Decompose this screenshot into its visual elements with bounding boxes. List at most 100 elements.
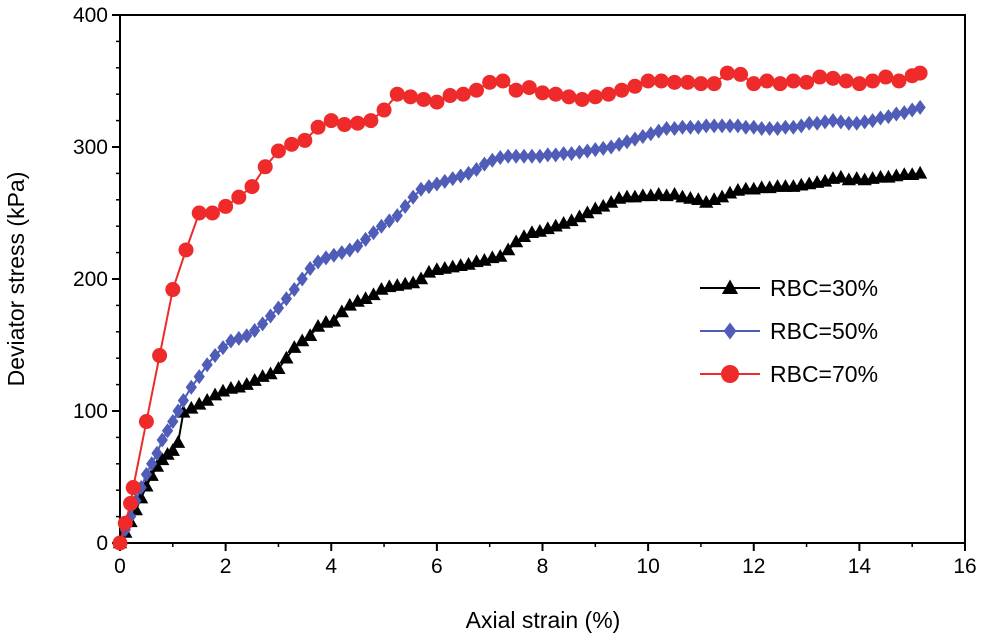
data-point (151, 445, 163, 461)
data-point (376, 102, 392, 118)
data-point (310, 119, 326, 135)
data-point (249, 322, 261, 338)
data-point (851, 76, 867, 92)
data-point (468, 82, 484, 98)
data-point (375, 218, 388, 234)
data-point (167, 414, 179, 430)
data-point (201, 357, 213, 373)
data-point (297, 132, 313, 148)
legend-marker (721, 365, 739, 383)
data-point (270, 143, 286, 159)
data-point (693, 76, 709, 92)
data-point (605, 139, 617, 155)
data-point (303, 328, 318, 342)
data-point (455, 86, 471, 102)
data-point (772, 76, 788, 92)
data-point (391, 208, 403, 224)
data-point (912, 165, 928, 179)
x-tick-label: 2 (220, 555, 232, 578)
data-point (640, 73, 656, 89)
x-tick-label: 6 (431, 555, 443, 578)
data-point (878, 69, 894, 85)
data-point (613, 136, 625, 152)
data-point (700, 118, 712, 134)
data-point (486, 152, 498, 168)
y-tick-label: 0 (96, 532, 108, 555)
data-point (746, 76, 762, 92)
data-point (561, 89, 577, 105)
series-layer (112, 65, 928, 551)
data-point (264, 308, 277, 324)
data-point (280, 291, 292, 307)
data-point (184, 400, 199, 414)
data-point (859, 114, 871, 130)
x-tick-label: 4 (325, 555, 337, 578)
data-point (684, 119, 696, 135)
data-point (431, 176, 443, 192)
data-point (296, 271, 308, 287)
data-point (447, 171, 459, 187)
data-point (247, 373, 262, 386)
data-point (207, 387, 223, 401)
data-point (295, 333, 310, 347)
data-point (692, 119, 704, 135)
data-point (218, 198, 234, 214)
data-point (565, 146, 578, 162)
data-point (914, 99, 926, 115)
data-point (165, 282, 181, 298)
data-point (668, 121, 681, 137)
legend-label: RBC=30% (770, 275, 878, 301)
data-point (272, 300, 285, 316)
data-point (256, 316, 269, 332)
data-point (653, 73, 669, 89)
series-RBC=70% (112, 65, 928, 551)
data-point (627, 78, 643, 94)
data-point (795, 118, 807, 134)
data-point (320, 250, 332, 266)
data-point (482, 74, 498, 90)
data-point (191, 205, 207, 221)
data-point (416, 91, 432, 107)
data-point (535, 85, 550, 101)
data-point (193, 369, 205, 385)
data-point (389, 86, 405, 102)
data-point (399, 198, 411, 214)
data-point (733, 66, 749, 82)
data-point (732, 118, 744, 134)
data-point (680, 74, 696, 90)
data-point (827, 113, 839, 129)
data-point (833, 169, 849, 183)
data-point (574, 91, 590, 107)
data-point (748, 119, 760, 135)
x-tick-label: 14 (848, 555, 872, 578)
data-point (550, 147, 562, 163)
data-point (494, 150, 506, 166)
data-point (363, 113, 379, 129)
data-point (558, 146, 570, 162)
series-RBC=30% (112, 165, 928, 549)
data-point (367, 225, 380, 241)
data-point (407, 189, 419, 205)
data-point (359, 231, 372, 247)
data-point (161, 423, 174, 439)
data-point (125, 480, 141, 496)
data-point (629, 131, 641, 147)
data-point (352, 238, 364, 254)
data-point (366, 287, 381, 301)
data-point (865, 73, 881, 89)
data-point (112, 535, 128, 551)
data-point (172, 403, 184, 419)
data-point (152, 348, 168, 364)
data-point (336, 117, 352, 133)
series-RBC=50% (114, 99, 926, 551)
data-point (614, 82, 630, 98)
data-point (170, 435, 186, 448)
data-point (572, 209, 587, 223)
y-tick-label: 400 (73, 4, 108, 27)
axes: 0 2 4 6 8 10 12 14 16 0 100 200 300 400 (73, 4, 977, 578)
data-point (898, 105, 910, 121)
data-point (470, 161, 483, 177)
data-point (521, 80, 537, 96)
data-point (548, 86, 564, 102)
